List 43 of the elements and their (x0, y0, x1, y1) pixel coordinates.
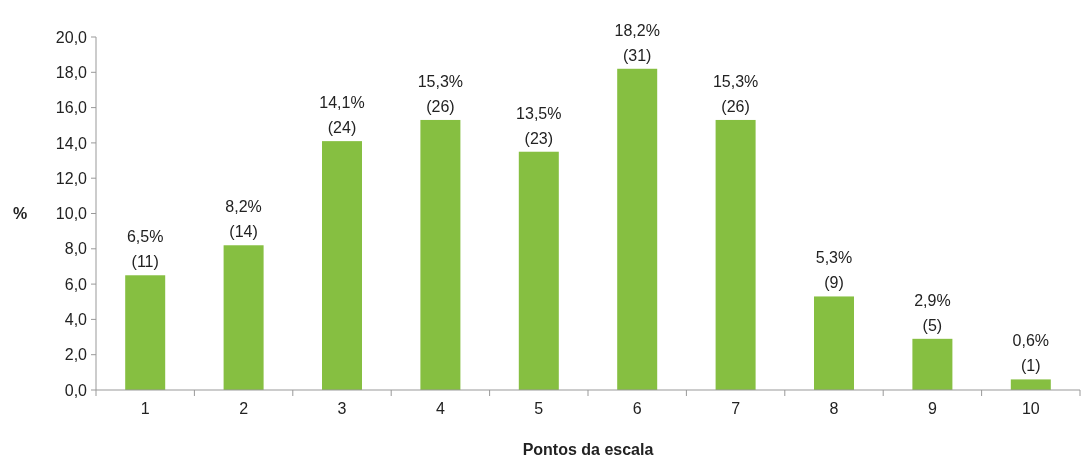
x-tick-label: 8 (829, 400, 839, 417)
bar (617, 68, 658, 390)
y-tick-label: 20,0 (55, 28, 88, 46)
bar (715, 119, 756, 390)
x-tick-label: 9 (927, 400, 937, 417)
data-label: 14,1% (24) (319, 94, 365, 137)
x-tick-label: 7 (731, 400, 741, 417)
y-tick-label: 4,0 (64, 311, 88, 328)
bar (1010, 379, 1051, 390)
x-tick-label: 3 (337, 400, 347, 417)
bar (518, 151, 559, 390)
x-tick-label: 4 (435, 400, 445, 417)
y-axis-title: % (12, 204, 28, 222)
bar (322, 141, 362, 390)
y-tick-label: 16,0 (55, 99, 88, 117)
data-label: 6,5% (11) (126, 228, 164, 271)
y-tick-label: 0,0 (64, 381, 88, 399)
x-tick-label: 10 (1021, 400, 1040, 417)
y-tick-label: 8,0 (64, 240, 88, 258)
x-tick-label: 2 (239, 400, 249, 417)
y-tick-label: 6,0 (64, 275, 88, 293)
y-tick-label: 2,0 (64, 346, 88, 364)
bar (814, 296, 854, 390)
data-label: 15,3% (26) (712, 72, 759, 115)
y-tick-label: 10,0 (55, 205, 88, 223)
bar (912, 338, 953, 390)
data-label: 0,6% (1) (1012, 332, 1050, 375)
x-tick-label: 5 (534, 400, 544, 417)
data-label: 13,5% (23) (516, 104, 562, 147)
data-label: 15,3% (26) (417, 72, 464, 115)
y-tick-label: 14,0 (55, 134, 88, 152)
bar (223, 245, 264, 390)
bar (420, 119, 461, 390)
bar (125, 275, 166, 390)
x-axis-title: Pontos da escala (522, 441, 654, 458)
y-tick-label: 12,0 (55, 169, 88, 187)
x-tick-label: 6 (632, 400, 642, 417)
x-tick-label: 1 (140, 400, 150, 417)
data-label: 5,3% (9) (815, 249, 853, 292)
data-label: 8,2% (14) (225, 198, 262, 241)
data-label: 18,2% (31) (614, 21, 660, 64)
data-label: 2,9% (5) (914, 291, 951, 334)
y-tick-label: 18,0 (55, 63, 88, 81)
